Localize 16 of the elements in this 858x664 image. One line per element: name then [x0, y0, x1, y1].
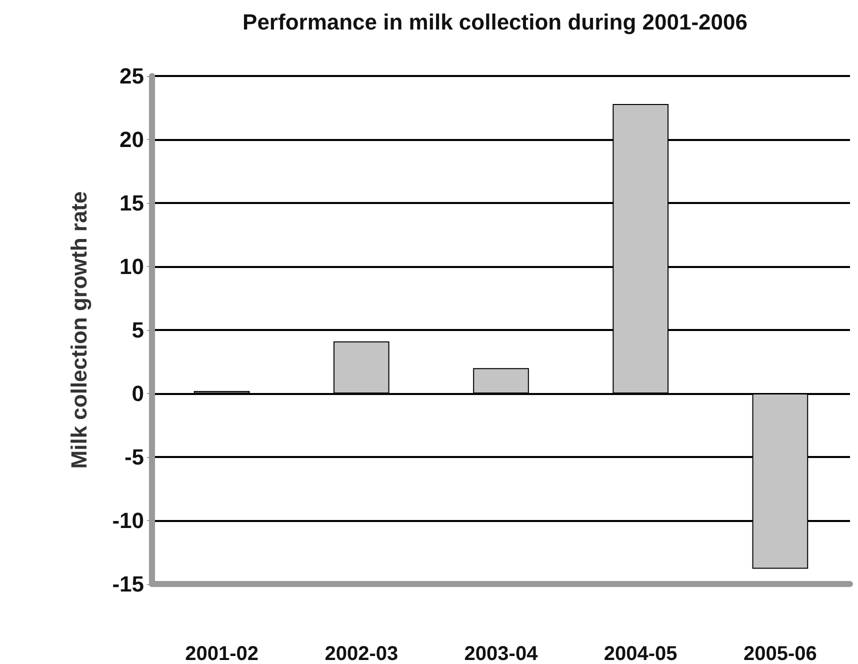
y-tick-label: 10 [120, 254, 144, 279]
y-tick-label: 25 [120, 64, 144, 88]
y-tick-label: 5 [132, 318, 144, 342]
y-tick-label: -5 [124, 444, 144, 470]
y-tick-label: 20 [120, 127, 144, 152]
y-tick-label: -10 [112, 508, 144, 533]
y-tick-label: -15 [112, 572, 144, 596]
x-tick-label: 2005-06 [743, 643, 817, 664]
x-tick-label: 2001-02 [185, 643, 259, 664]
x-tick-label: 2004-05 [604, 643, 678, 664]
y-tick-label: 0 [132, 381, 144, 406]
x-tick-label: 2003-04 [464, 643, 539, 664]
chart-title: Performance in milk collection during 2001-2006 [242, 10, 748, 34]
x-tick-label: 2002-03 [324, 643, 398, 664]
y-axis-title: Milk collection growth rate [66, 191, 92, 469]
y-tick-label: 15 [120, 190, 144, 216]
